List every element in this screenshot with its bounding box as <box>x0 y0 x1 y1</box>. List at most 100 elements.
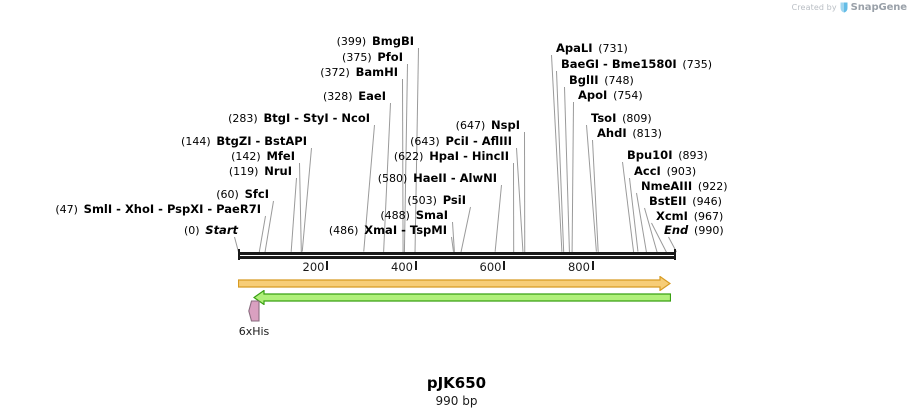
enzyme-site-label[interactable]: Bpu10I (893) <box>627 149 708 162</box>
enzyme-site-label[interactable]: (488) SmaI <box>380 209 448 222</box>
site-position: (893) <box>678 149 708 162</box>
site-enzyme-names: SmlI - XhoI - PspXI - PaeR7I <box>83 202 261 216</box>
site-position: (622) <box>393 150 424 163</box>
axis-tick-label: 800 <box>567 260 590 274</box>
enzyme-site-label[interactable]: (399) BmgBI <box>337 35 414 48</box>
plasmid-name: pJK650 <box>426 374 487 392</box>
terminus-label-end[interactable]: End (990) <box>664 224 724 237</box>
enzyme-site-label[interactable]: (486) XmaI - TspMI <box>329 224 447 237</box>
site-position: (731) <box>598 42 628 55</box>
site-enzyme-names: BaeGI - Bme1580I <box>561 57 677 71</box>
site-enzyme-names: MfeI <box>266 149 295 163</box>
terminus-position: (0) <box>183 224 200 237</box>
enzyme-site-label[interactable]: BaeGI - Bme1580I (735) <box>561 58 712 71</box>
leader-line <box>299 162 302 253</box>
enzyme-site-label[interactable]: BstEII (946) <box>649 195 722 208</box>
enzyme-site-label[interactable]: AhdI (813) <box>597 127 662 140</box>
site-enzyme-names: ApaLI <box>556 41 593 55</box>
site-enzyme-names: BamHI <box>355 65 398 79</box>
site-position: (119) <box>228 165 259 178</box>
axis-tick <box>503 261 506 270</box>
site-enzyme-names: HaeII - AlwNI <box>413 171 497 185</box>
site-position: (142) <box>231 150 261 163</box>
axis-tick <box>414 261 417 270</box>
site-position: (372) <box>320 66 350 79</box>
site-position: (486) <box>328 224 359 237</box>
site-position: (47) <box>55 203 78 216</box>
enzyme-site-label[interactable]: AccI (903) <box>634 165 696 178</box>
site-position: (748) <box>604 74 634 87</box>
leader-line <box>516 147 524 253</box>
enzyme-site-label[interactable]: (647) NspI <box>456 119 520 132</box>
site-enzyme-names: PsiI <box>442 193 466 207</box>
site-position: (946) <box>692 195 722 208</box>
enzyme-site-label[interactable]: (503) PsiI <box>407 194 466 207</box>
enzyme-site-label[interactable]: XcmI (967) <box>656 210 723 223</box>
enzyme-site-label[interactable]: TsoI (809) <box>591 112 652 125</box>
enzyme-site-label[interactable]: (580) HaeII - AlwNI <box>378 172 497 185</box>
enzyme-site-label[interactable]: (144) BtgZI - BstAPI <box>181 135 307 148</box>
site-position: (503) <box>407 194 437 207</box>
terminus-label-start[interactable]: (0) Start <box>184 224 238 237</box>
leader-line <box>636 192 647 253</box>
leader-line <box>513 162 515 253</box>
site-enzyme-names: PfoI <box>377 50 403 64</box>
enzyme-site-label[interactable]: ApoI (754) <box>578 89 643 102</box>
site-enzyme-names: TsoI <box>591 111 617 125</box>
enzyme-site-label[interactable]: (372) BamHI <box>320 66 398 79</box>
snapgene-watermark: Created by SnapGene <box>792 2 907 13</box>
enzyme-site-label[interactable]: (375) PfoI <box>342 51 403 64</box>
leader-line <box>629 177 639 253</box>
enzyme-site-label[interactable]: BglII (748) <box>569 74 634 87</box>
site-position: (813) <box>632 127 662 140</box>
enzyme-site-label[interactable]: (283) BtgI - StyI - NcoI <box>228 112 370 125</box>
site-enzyme-names: HpaI - HincII <box>429 149 509 163</box>
snapgene-logo-icon <box>840 2 848 13</box>
enzyme-site-label[interactable]: (60) SfcI <box>216 188 269 201</box>
leader-line <box>524 131 526 253</box>
enzyme-site-label[interactable]: (119) NruI <box>229 165 292 178</box>
site-position: (809) <box>622 112 652 125</box>
site-enzyme-names: SmaI <box>415 208 448 222</box>
axis-cap-left <box>238 249 240 260</box>
green-feature-arrow[interactable] <box>253 290 671 305</box>
terminus-name: End <box>664 223 689 237</box>
leader-line <box>494 184 502 253</box>
site-position: (903) <box>666 165 697 178</box>
site-position: (328) <box>322 90 353 103</box>
site-enzyme-names: NruI <box>264 164 292 178</box>
watermark-brand: SnapGene <box>850 2 907 13</box>
enzyme-site-label[interactable]: (328) EaeI <box>323 90 386 103</box>
site-position: (375) <box>342 51 372 64</box>
leader-line <box>264 200 274 253</box>
site-enzyme-names: AhdI <box>597 126 627 140</box>
enzyme-site-label[interactable]: (643) PciI - AflIII <box>410 135 512 148</box>
axis-tick-label: 200 <box>302 260 325 274</box>
site-enzyme-names: AccI <box>634 164 661 178</box>
axis-tick <box>591 261 594 270</box>
enzyme-site-label[interactable]: (47) SmlI - XhoI - PspXI - PaeR7I <box>55 203 261 216</box>
site-position: (60) <box>216 188 239 201</box>
enzyme-site-label[interactable]: ApaLI (731) <box>556 42 628 55</box>
site-position: (399) <box>336 35 367 48</box>
site-position: (754) <box>613 89 643 102</box>
site-enzyme-names: XmaI - TspMI <box>364 223 447 237</box>
site-position: (643) <box>410 135 440 148</box>
site-enzyme-names: ApoI <box>578 88 608 102</box>
site-position: (922) <box>697 180 728 193</box>
orange-feature-arrow[interactable] <box>238 276 671 291</box>
enzyme-site-label[interactable]: (622) HpaI - HincII <box>394 150 509 163</box>
site-position: (647) <box>455 119 486 132</box>
site-position: (735) <box>682 58 713 71</box>
site-position: (283) <box>228 112 258 125</box>
axis-cap-right <box>674 249 676 260</box>
enzyme-site-label[interactable]: NmeAIII (922) <box>641 180 728 193</box>
plasmid-size: 990 bp <box>435 394 478 408</box>
his-tag-feature[interactable] <box>248 300 260 322</box>
enzyme-site-label[interactable]: (142) MfeI <box>231 150 295 163</box>
terminus-position: (990) <box>694 224 724 237</box>
his-tag-label: 6xHis <box>238 325 270 338</box>
watermark-prefix: Created by <box>791 3 837 12</box>
site-enzyme-names: BtgI - StyI - NcoI <box>263 111 370 125</box>
